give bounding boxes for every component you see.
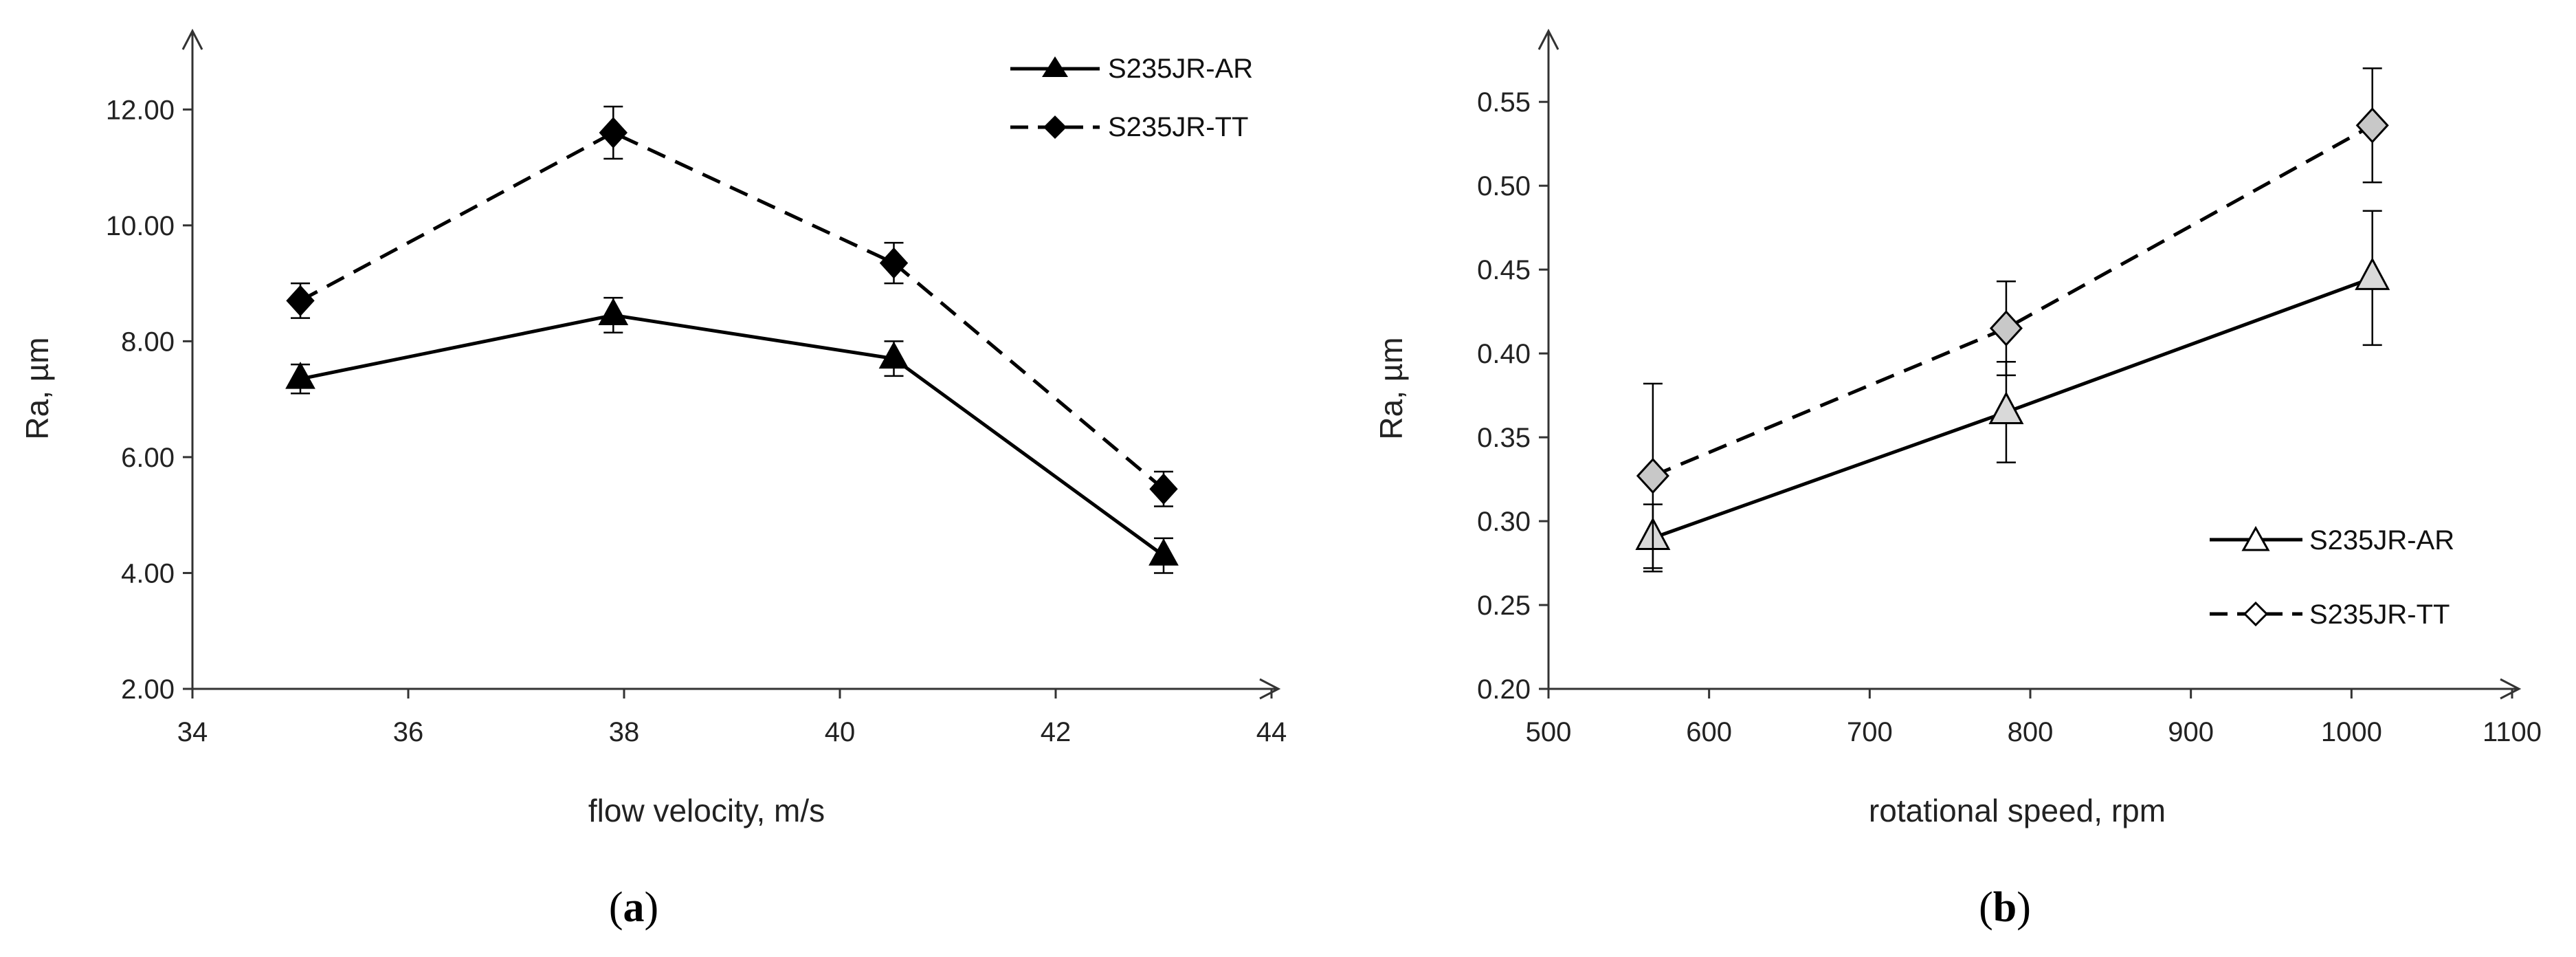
chart-a-y-tick-label: 4.00 [121, 558, 175, 588]
chart-b-series [1635, 67, 2390, 573]
chart-b-x-tick-label: 900 [2168, 717, 2214, 747]
chart-a-panel-label: (a) [609, 884, 658, 931]
chart-a-x-arrow [1259, 678, 1281, 700]
chart-b-axes [1537, 28, 2522, 700]
chart-b-x-ticks: 500 600 700 800 900 1000 1100 [1526, 689, 2542, 747]
legend-a-tt-marker [1043, 116, 1067, 139]
data-point [1989, 310, 2023, 346]
chart-b-series-tt [1636, 67, 2389, 569]
chart-a-x-tick-label: 44 [1256, 717, 1287, 747]
data-point [599, 117, 628, 148]
series-line [1652, 124, 2373, 478]
legend-b-ar-marker [2241, 525, 2270, 551]
chart-b-series-ar [1635, 210, 2390, 573]
chart-a-y-tick-label: 6.00 [121, 443, 175, 473]
chart-b-y-arrow [1537, 28, 1559, 50]
chart-b-legend: S235JR-AR S235JR-TT [2210, 525, 2454, 630]
chart-b-x-tick-label: 1100 [2483, 717, 2542, 747]
data-point [286, 285, 315, 317]
chart-b-x-tick-label: 600 [1686, 717, 1732, 747]
data-point [878, 341, 909, 369]
chart-b-y-tick-label: 0.35 [1477, 423, 1531, 453]
chart-a-y-tick-label: 12.00 [106, 95, 175, 125]
data-point [285, 362, 315, 389]
chart-a-series-ar [285, 296, 1179, 574]
legend-b-tt-label: S235JR-TT [2309, 600, 2450, 630]
chart-b-y-tick-label: 0.30 [1477, 507, 1531, 537]
chart-b-x-tick-label: 1000 [2321, 717, 2382, 747]
series-line [300, 313, 1165, 558]
chart-a-series [285, 105, 1179, 574]
chart-a-x-tick-label: 36 [393, 717, 424, 747]
chart-b-y-tick-label: 0.50 [1477, 171, 1531, 201]
data-point [2355, 107, 2389, 144]
legend-a-tt-label: S235JR-TT [1108, 112, 1249, 142]
chart-a-series-tt [286, 105, 1178, 507]
data-point [2355, 257, 2390, 290]
chart-a-y-tick-label: 8.00 [121, 327, 175, 357]
chart-a-y-tick-label: 2.00 [121, 674, 175, 705]
chart-a-x-tick-label: 38 [609, 717, 640, 747]
chart-a-y-tick-label: 10.00 [106, 211, 175, 241]
chart-b-y-tick-label: 0.25 [1477, 591, 1531, 621]
legend-a-ar-label: S235JR-AR [1108, 54, 1253, 84]
chart-a: 34 36 38 40 42 44 2.004.006.008.0010.0012.00 … [19, 28, 1287, 931]
series-line [299, 131, 1165, 491]
data-point [1636, 457, 1669, 494]
chart-a-axes [181, 28, 1281, 700]
legend-b-ar-label: S235JR-AR [2309, 525, 2454, 556]
data-point [879, 247, 909, 279]
legend-a-ar-marker [1042, 56, 1068, 77]
data-point [1149, 473, 1178, 505]
data-point [598, 298, 629, 325]
legend-b-tt-marker [2243, 601, 2269, 627]
chart-b-x-tick-label: 800 [2008, 717, 2054, 747]
chart-b: 500 600 700 800 900 1000 1100 0.20 0.25 0.30 0.35… [1373, 28, 2542, 931]
chart-b-x-tick-label: 500 [1526, 717, 1572, 747]
chart-b-y-tick-label: 0.40 [1477, 339, 1531, 369]
chart-a-y-label: Ra, µm [19, 337, 55, 439]
chart-b-x-tick-label: 700 [1847, 717, 1893, 747]
chart-a-x-label: flow velocity, m/s [588, 793, 825, 828]
chart-a-y-arrow [181, 28, 203, 50]
chart-b-y-label: Ra, µm [1373, 337, 1409, 439]
chart-a-y-ticks: 2.00 4.00 6.00 8.00 10.00 12.00 [106, 95, 192, 705]
chart-a-x-tick-label: 42 [1041, 717, 1072, 747]
chart-b-y-tick-label: 0.20 [1477, 674, 1531, 705]
chart-b-x-label: rotational speed, rpm [1869, 793, 2166, 828]
chart-a-x-tick-label: 40 [825, 717, 856, 747]
chart-a-x-ticks: 34 36 38 40 42 44 [177, 689, 1287, 747]
chart-a-legend: S235JR-AR S235JR-TT [1010, 54, 1253, 142]
data-point [1988, 391, 2024, 424]
chart-b-y-tick-label: 0.45 [1477, 255, 1531, 285]
chart-b-y-ticks: 0.20 0.25 0.30 0.35 0.40 0.45 0.50 0.55 [1477, 87, 1548, 705]
chart-b-y-tick-label: 0.55 [1477, 87, 1531, 118]
data-point [1148, 538, 1179, 566]
chart-b-panel-label: (b) [1979, 884, 2031, 931]
chart-a-x-tick-label: 34 [177, 717, 208, 747]
chart-b-x-arrow [2500, 678, 2522, 700]
